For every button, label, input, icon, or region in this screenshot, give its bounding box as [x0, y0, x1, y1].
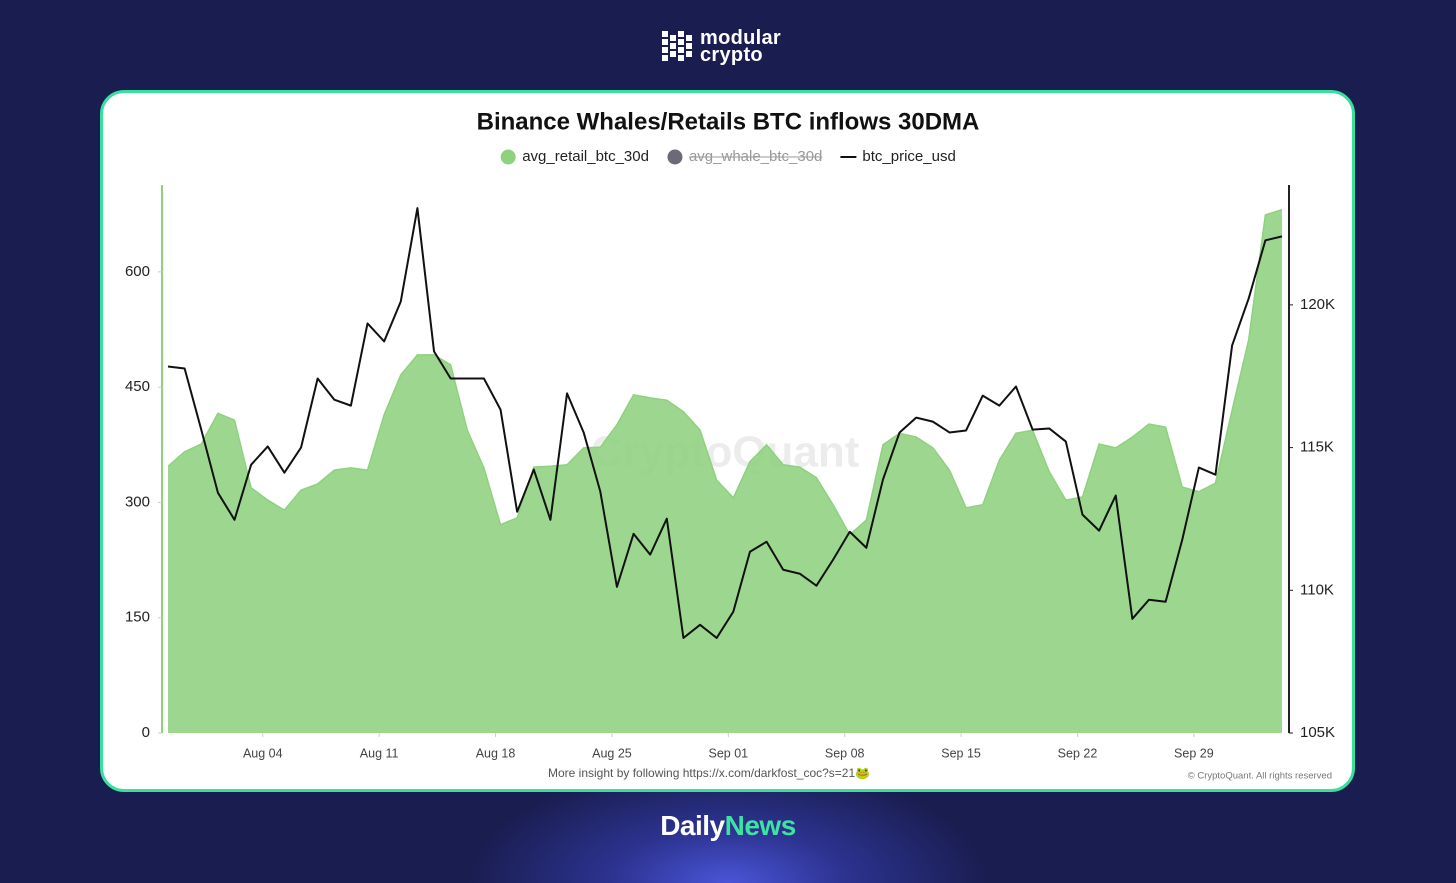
x-tick-label: Sep 01: [709, 746, 749, 760]
y2-tick-label: 120K: [1300, 296, 1335, 313]
brand-icon: [662, 31, 692, 61]
x-tick-label: Sep 22: [1058, 746, 1098, 760]
area-edge: [167, 208, 1283, 536]
price-line: [167, 207, 1283, 639]
y2-tick-label: 105K: [1300, 724, 1335, 741]
x-tick-label: Aug 04: [243, 746, 283, 760]
x-tick-label: Aug 25: [592, 746, 632, 760]
footer-brand: DailyNews: [0, 810, 1456, 842]
footer-brand-part: Daily: [660, 810, 725, 841]
legend-label: avg_retail_btc_30d: [522, 148, 649, 165]
x-tick-label: Sep 15: [941, 746, 981, 760]
y2-tick-label: 110K: [1300, 581, 1334, 598]
x-tick-label: Aug 18: [476, 746, 516, 760]
chart-title: Binance Whales/Retails BTC inflows 30DMA: [477, 108, 980, 135]
y-tick-label: 150: [125, 609, 150, 626]
y-tick-label: 600: [125, 263, 150, 280]
brand-logo: modular crypto: [662, 27, 781, 67]
x-tick-label: Aug 11: [360, 746, 399, 760]
y-tick-label: 450: [125, 378, 150, 395]
area: [168, 209, 1282, 733]
legend-swatch: [667, 149, 683, 165]
x-tick-label: Sep 08: [825, 746, 865, 760]
copyright: © CryptoQuant. All rights reserved: [1188, 771, 1332, 782]
y2-tick-label: 115K: [1300, 439, 1334, 456]
legend-label: btc_price_usd: [862, 148, 955, 165]
brand-line: modular: [700, 27, 781, 49]
legend-swatch: [500, 149, 516, 165]
y-tick-label: 0: [142, 724, 150, 741]
footnote: More insight by following https://x.com/…: [548, 766, 870, 780]
x-tick-label: Sep 29: [1174, 746, 1214, 760]
legend-label: avg_whale_btc_30d: [689, 148, 822, 165]
y-tick-label: 300: [125, 493, 150, 510]
footer-brand-part: News: [724, 810, 797, 841]
brand-line: crypto: [700, 44, 763, 66]
